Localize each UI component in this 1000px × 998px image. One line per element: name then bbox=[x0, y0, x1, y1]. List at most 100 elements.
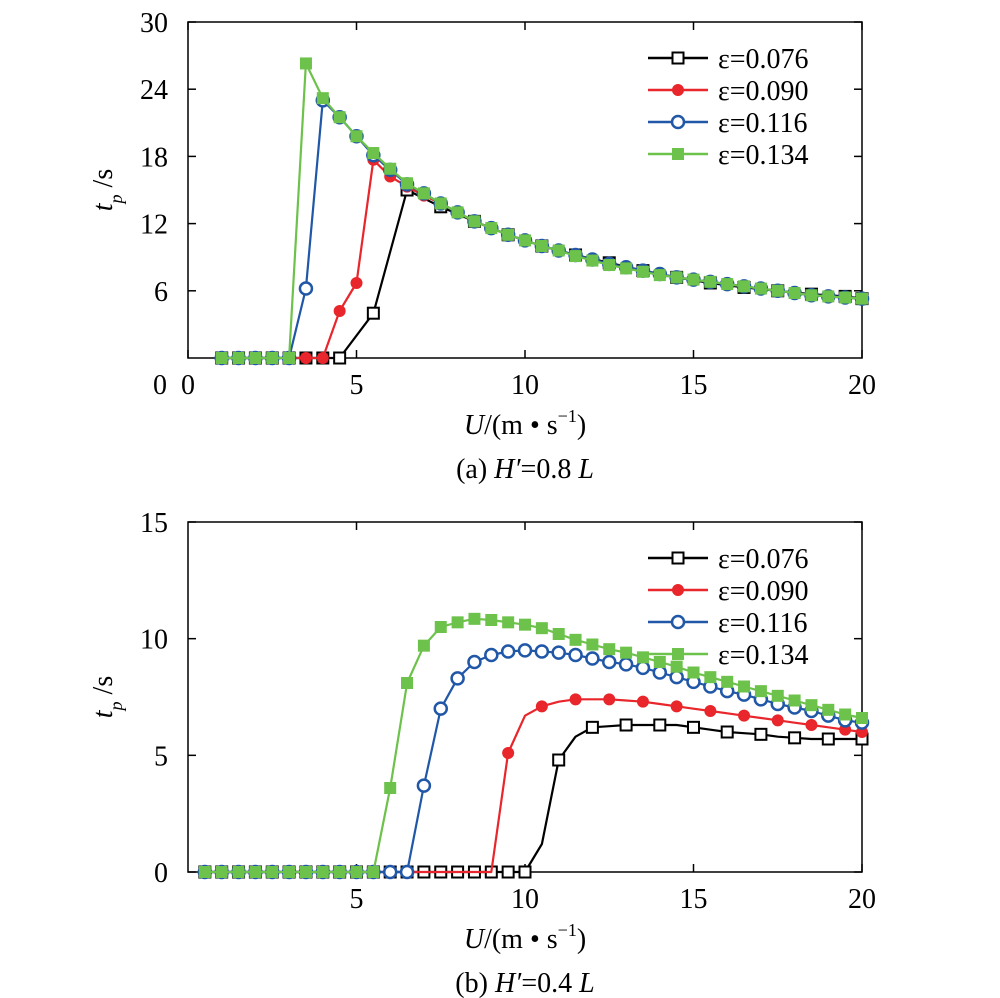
data-point bbox=[636, 695, 649, 708]
data-point bbox=[502, 747, 515, 759]
data-point bbox=[249, 866, 262, 878]
data-point bbox=[771, 284, 784, 297]
legend-item: ε=0.134 bbox=[648, 140, 809, 171]
legend-marker bbox=[670, 614, 686, 630]
data-point bbox=[333, 866, 346, 878]
data-point bbox=[350, 130, 363, 143]
data-point bbox=[215, 866, 228, 878]
legend-item: ε=0.116 bbox=[648, 108, 808, 139]
x-axis-title-close: ) bbox=[577, 410, 586, 441]
series-line bbox=[204, 723, 862, 874]
data-point bbox=[551, 645, 566, 660]
data-point bbox=[434, 621, 447, 633]
data-point bbox=[316, 352, 329, 364]
x-tick-label: 15 bbox=[680, 884, 708, 915]
panel-caption: (b) H′=0.4 L bbox=[455, 968, 594, 998]
data-point bbox=[232, 866, 245, 878]
caption-unit: L bbox=[577, 454, 594, 485]
series-ε=0.076 bbox=[198, 718, 869, 879]
x-axis-title-var: U bbox=[464, 924, 486, 955]
data-point bbox=[754, 685, 767, 698]
data-point bbox=[552, 244, 565, 257]
data-point bbox=[333, 304, 346, 317]
data-point bbox=[517, 643, 533, 658]
panel-a: 0 5 10 15 20 6 12 18 24 30 0 U/(m • s−1) tp /s (a) H′… bbox=[88, 8, 876, 485]
series-line bbox=[221, 158, 863, 360]
series-ε=0.134 bbox=[198, 612, 868, 878]
data-point bbox=[569, 250, 582, 263]
data-point bbox=[687, 666, 700, 679]
panel-caption: (a) H′=0.8 L bbox=[456, 454, 594, 485]
legend-item: ε=0.090 bbox=[648, 76, 809, 107]
legend-marker bbox=[671, 551, 685, 565]
data-point bbox=[367, 147, 380, 160]
legend-label: ε=0.076 bbox=[718, 544, 809, 575]
data-point bbox=[401, 177, 414, 190]
data-point bbox=[687, 720, 700, 734]
legend-marker bbox=[672, 648, 684, 660]
data-point bbox=[620, 262, 633, 275]
y-tick-label: 15 bbox=[140, 508, 168, 539]
y-axis-title: tp /s bbox=[88, 676, 126, 718]
data-point bbox=[519, 234, 531, 247]
data-point bbox=[856, 292, 868, 305]
legend-item: ε=0.090 bbox=[648, 576, 809, 607]
data-point bbox=[720, 725, 734, 739]
data-point bbox=[468, 612, 481, 625]
data-point bbox=[382, 864, 398, 880]
legend-label: ε=0.134 bbox=[718, 140, 809, 171]
data-point bbox=[670, 700, 683, 713]
data-point bbox=[754, 282, 767, 295]
data-point bbox=[586, 638, 599, 651]
data-point bbox=[652, 665, 668, 680]
data-point bbox=[401, 677, 414, 689]
data-point bbox=[249, 352, 262, 364]
data-point bbox=[805, 719, 818, 731]
data-point bbox=[856, 712, 868, 724]
y-tick-label: 5 bbox=[154, 741, 168, 772]
y-axis-title-var: t bbox=[88, 202, 119, 211]
y-axis-title-var: t bbox=[88, 709, 119, 718]
data-point bbox=[788, 287, 801, 300]
caption-letter: (a) bbox=[456, 454, 494, 485]
data-point bbox=[333, 351, 347, 365]
data-point bbox=[451, 206, 464, 219]
data-point bbox=[384, 782, 397, 794]
data-point bbox=[485, 222, 498, 235]
x-tick-label: 10 bbox=[511, 884, 539, 915]
series-ε=0.116 bbox=[197, 643, 870, 880]
data-point bbox=[805, 699, 818, 712]
legend-item: ε=0.076 bbox=[648, 544, 809, 575]
data-point bbox=[754, 727, 768, 741]
data-point bbox=[232, 352, 245, 364]
data-point bbox=[586, 254, 599, 267]
data-point bbox=[738, 680, 751, 693]
data-point bbox=[738, 709, 751, 722]
y-tick-label: 18 bbox=[140, 142, 168, 173]
data-point bbox=[485, 614, 498, 626]
data-point bbox=[636, 265, 649, 278]
data-point bbox=[299, 866, 312, 878]
data-point bbox=[215, 352, 228, 364]
data-point bbox=[198, 866, 211, 878]
x-axis-title-exponent: −1 bbox=[558, 920, 577, 940]
data-point bbox=[535, 622, 548, 635]
legend-marker bbox=[672, 148, 684, 160]
y-axis-title-sub: p bbox=[106, 701, 126, 712]
data-point bbox=[535, 700, 548, 713]
data-point bbox=[266, 352, 279, 364]
series-line bbox=[204, 698, 863, 874]
y-tick-label: 30 bbox=[140, 8, 168, 39]
data-point bbox=[653, 656, 666, 668]
data-point bbox=[603, 259, 616, 272]
data-point bbox=[618, 657, 634, 672]
data-point bbox=[738, 280, 751, 293]
series-line bbox=[221, 188, 863, 360]
caption-unit: L bbox=[578, 968, 595, 998]
data-point bbox=[552, 628, 565, 640]
series-line bbox=[204, 617, 863, 874]
caption-letter: (b) bbox=[455, 968, 495, 998]
data-point bbox=[602, 654, 617, 670]
series-ε=0.134 bbox=[215, 57, 868, 364]
